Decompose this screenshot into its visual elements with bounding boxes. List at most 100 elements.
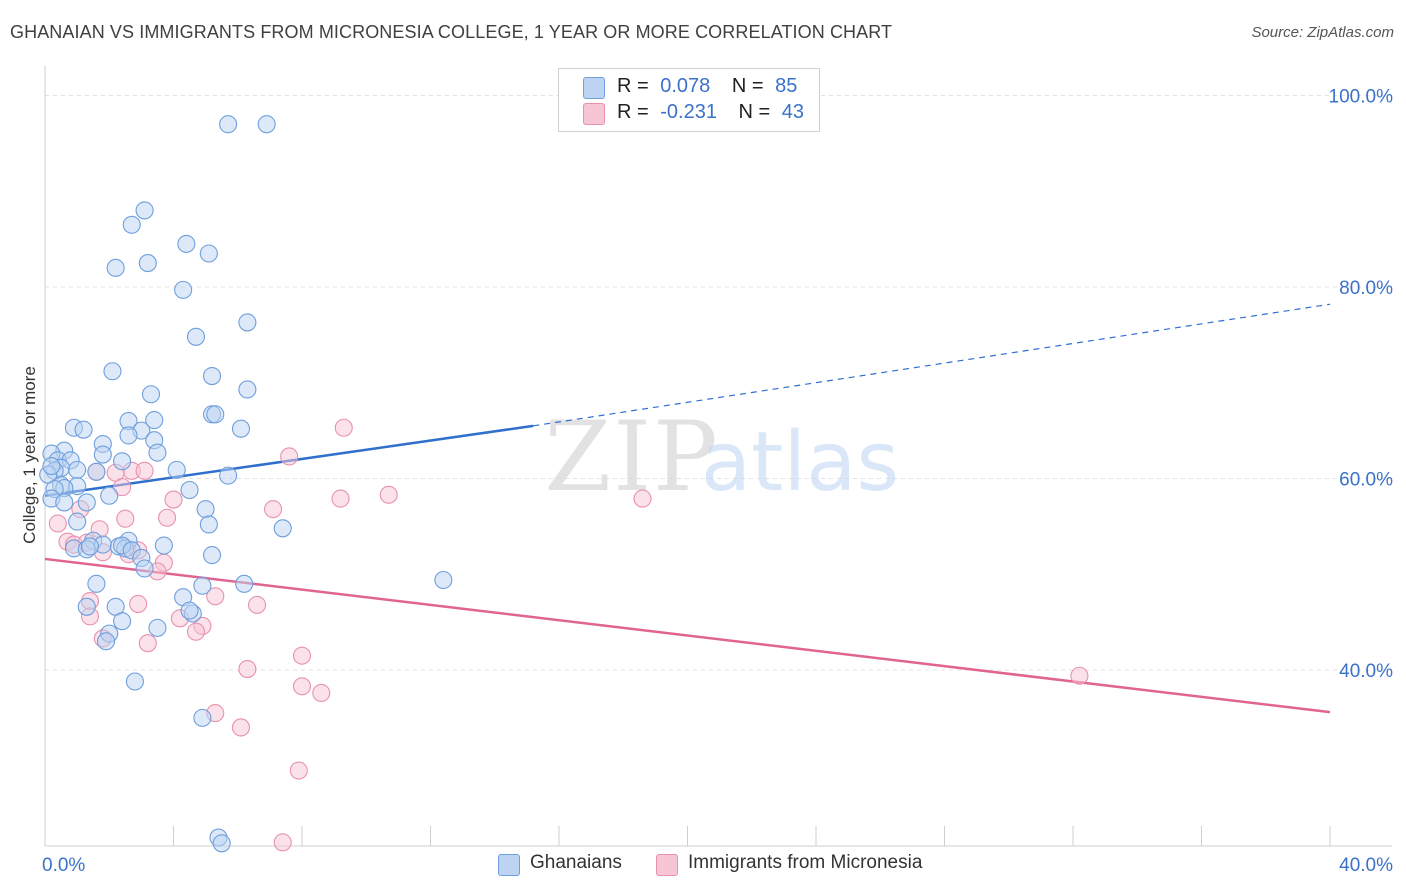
legend-n-value: 85 [775, 75, 798, 97]
point-ghanaian [145, 411, 164, 430]
point-micronesia [633, 489, 652, 508]
point-micronesia [238, 659, 257, 679]
point-ghanaian [212, 834, 231, 853]
point-micronesia [206, 587, 225, 606]
point-ghanaian [193, 576, 212, 595]
point-micronesia [129, 594, 148, 613]
point-ghanaian [199, 244, 218, 263]
chart-title: GHANAIAN VS IMMIGRANTS FROM MICRONESIA C… [10, 22, 893, 42]
data-points [39, 115, 1089, 853]
point-micronesia [264, 500, 283, 519]
point-micronesia [164, 490, 183, 509]
point-ghanaian [231, 419, 251, 438]
series-swatch-blue [498, 854, 520, 876]
point-ghanaian [87, 574, 106, 593]
point-ghanaian [103, 362, 122, 381]
point-micronesia [334, 418, 353, 437]
point-micronesia [158, 508, 177, 527]
point-micronesia [292, 646, 312, 665]
point-ghanaian [80, 537, 100, 556]
point-micronesia [113, 478, 132, 497]
point-ghanaian [87, 462, 106, 481]
point-micronesia [138, 634, 157, 653]
point-ghanaian [68, 512, 87, 531]
point-ghanaian [68, 460, 87, 479]
point-ghanaian [122, 215, 141, 234]
point-ghanaian [235, 574, 254, 593]
point-ghanaian [219, 115, 238, 134]
series-label-ghanaians: Ghanaians [530, 852, 622, 873]
point-ghanaian [193, 708, 212, 727]
correlation-legend: R = 0.078 N = 85 R = -0.231 N = 43 [558, 68, 820, 132]
point-ghanaian [119, 426, 138, 445]
point-ghanaian [106, 258, 125, 277]
point-micronesia [186, 622, 206, 641]
x-tick-label: 40.0% [1339, 855, 1393, 876]
y-tick-label: 40.0% [1339, 661, 1393, 682]
point-ghanaian [219, 466, 238, 485]
point-ghanaian [180, 601, 199, 620]
point-ghanaian [135, 559, 154, 578]
legend-swatch-pink [583, 103, 605, 125]
point-ghanaian [77, 597, 96, 616]
legend-r-value: 0.078 [660, 75, 711, 97]
legend-r-label: R = [617, 75, 649, 97]
point-ghanaian [206, 405, 225, 424]
point-ghanaian [238, 313, 257, 332]
point-ghanaian [148, 618, 167, 637]
point-micronesia [379, 485, 398, 504]
point-micronesia [312, 683, 331, 703]
point-ghanaian [199, 515, 218, 534]
point-ghanaian [167, 460, 186, 479]
point-micronesia [48, 514, 67, 533]
tick-labels: 100.0% 80.0% 60.0% 40.0% 0.0% 40.0% [42, 87, 1393, 877]
y-axis-label: College, 1 year or more [20, 366, 39, 544]
point-ghanaian [174, 280, 193, 299]
point-ghanaian [55, 493, 74, 512]
legend-n-label: N = [731, 75, 764, 97]
point-ghanaian [100, 486, 119, 505]
point-micronesia [292, 677, 312, 696]
point-ghanaian [96, 632, 116, 651]
point-micronesia [247, 595, 267, 614]
point-ghanaian [77, 493, 96, 512]
point-ghanaian [42, 457, 61, 476]
point-ghanaian [257, 115, 276, 134]
point-ghanaian [434, 570, 453, 590]
y-tick-label: 100.0% [1329, 87, 1394, 108]
legend-n-value: 43 [781, 101, 805, 123]
point-ghanaian [203, 546, 222, 565]
point-ghanaian [186, 327, 206, 346]
series-label-micronesia: Immigrants from Micronesia [688, 852, 923, 873]
point-ghanaian [74, 420, 93, 439]
point-micronesia [289, 761, 308, 780]
y-tick-label: 60.0% [1339, 470, 1393, 491]
point-ghanaian [135, 201, 154, 220]
legend-r-value: -0.231 [660, 101, 717, 123]
point-ghanaian [125, 672, 144, 691]
trendline-micronesia [44, 557, 1331, 714]
legend-swatch-blue [583, 77, 605, 99]
point-ghanaian [148, 443, 167, 462]
point-micronesia [273, 833, 292, 852]
point-ghanaian [154, 536, 173, 555]
point-micronesia [280, 447, 299, 466]
source-label: Source: ZipAtlas.com [1251, 24, 1394, 41]
point-ghanaian [113, 452, 132, 471]
point-ghanaian [180, 480, 199, 500]
legend-n-label: N = [738, 101, 771, 123]
y-tick-label: 80.0% [1339, 278, 1393, 299]
watermark-zip: ZIP [544, 401, 719, 513]
point-ghanaian [93, 445, 112, 464]
point-ghanaian [273, 519, 292, 538]
x-tick-label: 0.0% [42, 855, 85, 876]
point-micronesia [1070, 666, 1089, 685]
point-ghanaian [203, 366, 222, 386]
point-ghanaian [113, 612, 132, 631]
point-ghanaian [177, 234, 196, 253]
series-swatch-pink [656, 854, 678, 876]
point-micronesia [135, 461, 154, 480]
point-micronesia [331, 489, 350, 508]
point-ghanaian [196, 500, 215, 519]
